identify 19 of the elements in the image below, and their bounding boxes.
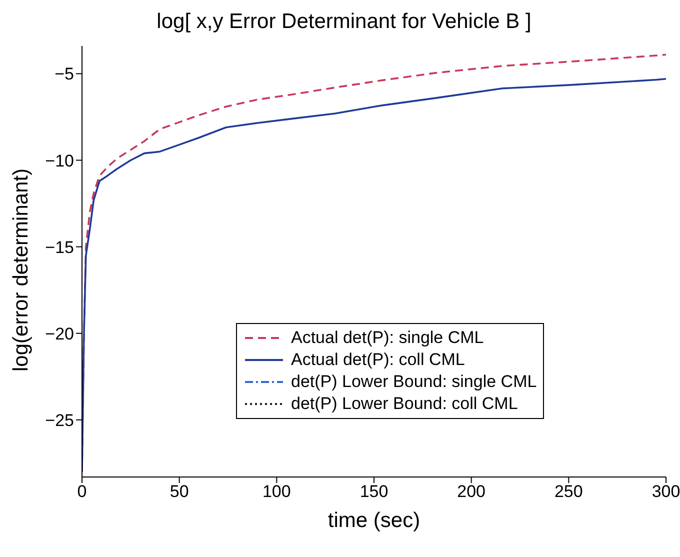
- x-tick-label: 250: [554, 482, 583, 502]
- legend-label: det(P) Lower Bound: coll CML: [291, 393, 518, 415]
- y-tick-label: −15: [45, 238, 74, 257]
- y-axis-title: log(error determinant): [9, 168, 32, 372]
- x-axis-title: time (sec): [328, 509, 420, 532]
- legend-label: Actual det(P): single CML: [291, 327, 484, 349]
- y-tick-label: −5: [54, 64, 74, 84]
- x-tick-label: 50: [170, 482, 189, 502]
- x-tick-label: 100: [262, 482, 291, 502]
- y-tick-label: −25: [45, 410, 74, 430]
- x-tick-label: 0: [77, 482, 87, 502]
- y-tick-label: −10: [45, 151, 74, 170]
- legend-label: det(P) Lower Bound: single CML: [291, 371, 537, 393]
- chart-title: log[ x,y Error Determinant for Vehicle B ]: [156, 10, 532, 34]
- x-tick-label: 200: [457, 482, 486, 502]
- legend-label: Actual det(P): coll CML: [291, 349, 465, 371]
- x-tick-label: 300: [652, 482, 680, 502]
- x-tick-label: 150: [360, 482, 388, 502]
- y-tick-label: −20: [45, 324, 74, 344]
